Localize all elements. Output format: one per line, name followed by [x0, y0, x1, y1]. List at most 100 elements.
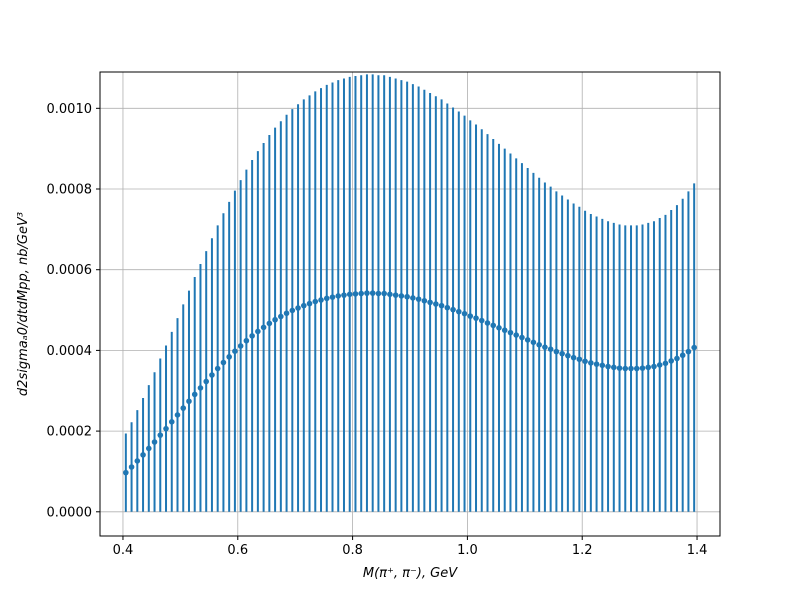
data-point	[312, 298, 319, 305]
data-point	[346, 291, 353, 298]
data-point	[484, 320, 491, 326]
x-tick-label: 0.8	[342, 543, 363, 558]
data-point	[576, 356, 583, 363]
data-point	[260, 324, 267, 331]
data-point	[410, 295, 416, 301]
data-point	[473, 315, 479, 321]
x-axis-ticks: 0.4 0.6 0.8 1.0 1.2 1.4	[113, 536, 708, 558]
data-point	[306, 300, 313, 307]
data-point	[559, 350, 565, 357]
data-point	[283, 310, 290, 317]
data-point	[622, 365, 629, 372]
data-point	[289, 307, 296, 314]
data-point	[553, 348, 560, 355]
data-point	[599, 362, 606, 369]
data-point	[427, 299, 433, 306]
data-point	[496, 325, 502, 331]
data-point	[157, 432, 164, 438]
x-tick-label: 1.0	[457, 543, 478, 558]
data-point	[226, 354, 232, 360]
data-point	[387, 291, 393, 298]
data-point	[392, 292, 399, 298]
data-point	[433, 301, 439, 307]
data-point	[134, 458, 141, 464]
data-point	[444, 304, 451, 311]
data-point	[455, 308, 462, 315]
x-tick-label: 1.2	[572, 543, 593, 558]
data-point	[570, 354, 577, 361]
data-point	[645, 364, 652, 371]
data-point	[255, 328, 261, 335]
data-point	[582, 358, 588, 365]
data-point	[352, 291, 359, 297]
data-point	[490, 322, 497, 329]
data-point	[651, 363, 657, 370]
data-point	[616, 365, 623, 371]
data-point	[593, 361, 600, 367]
y-tick-label: 0.0000	[47, 505, 93, 520]
data-point	[318, 297, 324, 303]
data-point	[140, 452, 146, 458]
data-point	[381, 290, 387, 297]
data-point	[674, 355, 680, 362]
y-axis-ticks: 0.0000 0.0002 0.0004 0.0006 0.0008 0.0010	[47, 102, 100, 520]
data-point	[123, 469, 129, 476]
data-point	[180, 405, 187, 411]
data-point	[685, 348, 692, 355]
data-point	[542, 344, 548, 350]
data-point	[174, 412, 181, 418]
data-point	[341, 292, 347, 298]
data-point	[605, 363, 611, 370]
data-point	[220, 359, 227, 366]
x-tick-label: 0.6	[227, 543, 248, 558]
data-point	[404, 293, 410, 300]
data-point	[565, 352, 571, 359]
data-point	[513, 332, 520, 338]
data-point	[507, 329, 514, 336]
data-point	[633, 365, 640, 372]
data-point	[679, 352, 686, 359]
data-point	[151, 439, 158, 445]
plot-area	[100, 72, 720, 536]
y-tick-label: 0.0002	[47, 425, 93, 440]
data-point	[364, 290, 370, 296]
data-point	[501, 327, 508, 334]
data-point	[358, 290, 365, 297]
data-point	[467, 313, 474, 319]
data-point	[145, 445, 152, 452]
data-point	[478, 317, 485, 324]
data-point	[243, 337, 250, 344]
data-point	[300, 302, 307, 309]
grid-lines	[100, 72, 720, 536]
data-point	[295, 305, 301, 311]
data-point	[668, 358, 675, 364]
data-point	[421, 297, 428, 304]
data-point	[524, 337, 531, 343]
x-tick-label: 0.4	[113, 543, 134, 558]
data-point	[536, 341, 542, 348]
y-tick-label: 0.0010	[47, 102, 93, 117]
data-point	[628, 365, 634, 372]
data-point	[203, 378, 210, 385]
y-tick-label: 0.0008	[47, 183, 93, 198]
data-point	[588, 360, 594, 366]
data-point	[610, 364, 617, 371]
data-point	[209, 372, 215, 378]
data-point	[237, 343, 244, 349]
data-point	[375, 290, 382, 297]
data-point	[128, 464, 135, 470]
data-point	[639, 365, 646, 371]
data-point	[272, 316, 278, 323]
x-tick-label: 1.4	[687, 543, 708, 558]
data-point	[519, 334, 525, 341]
data-point	[369, 290, 376, 296]
plot-frame	[99, 71, 721, 537]
y-tick-label: 0.0004	[47, 344, 93, 359]
data-point	[329, 294, 336, 300]
data-point	[278, 313, 284, 320]
data-point	[438, 302, 445, 309]
data-point	[547, 346, 554, 352]
data-point	[163, 425, 169, 432]
